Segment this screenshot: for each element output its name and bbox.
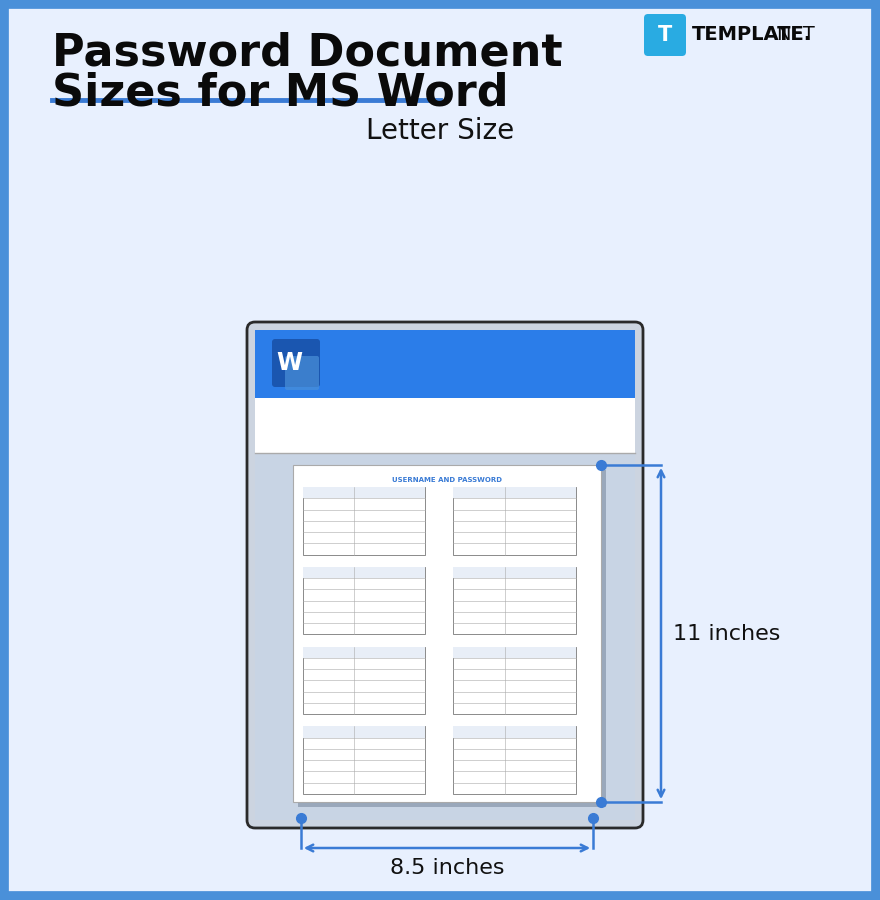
Bar: [453, 487, 576, 554]
Text: USERNAME AND PASSWORD: USERNAME AND PASSWORD: [392, 477, 502, 483]
Text: Letter Size: Letter Size: [366, 117, 514, 145]
Text: NET: NET: [776, 25, 815, 44]
Text: Password Document: Password Document: [52, 32, 562, 75]
FancyBboxPatch shape: [247, 322, 643, 828]
Bar: [303, 487, 425, 554]
Bar: [303, 646, 425, 715]
Bar: [255, 398, 635, 453]
Bar: [303, 726, 425, 794]
Bar: [453, 726, 576, 794]
Bar: [453, 646, 576, 658]
Bar: [453, 726, 576, 738]
Bar: [453, 487, 576, 499]
Text: TEMPLATE.: TEMPLATE.: [692, 25, 812, 44]
Bar: [303, 567, 425, 634]
Bar: [303, 726, 425, 738]
Bar: [453, 567, 576, 578]
Bar: [298, 470, 606, 807]
Text: T: T: [658, 25, 672, 45]
Bar: [293, 465, 601, 802]
Bar: [453, 567, 576, 634]
FancyBboxPatch shape: [4, 4, 876, 896]
FancyBboxPatch shape: [255, 330, 635, 398]
Text: 8.5 inches: 8.5 inches: [390, 858, 504, 878]
FancyBboxPatch shape: [644, 14, 686, 56]
Text: Sizes for MS Word: Sizes for MS Word: [52, 72, 509, 115]
Bar: [255, 453, 635, 820]
Bar: [255, 330, 635, 398]
Text: W: W: [276, 351, 302, 375]
Bar: [303, 487, 425, 499]
Bar: [303, 646, 425, 658]
Text: 11 inches: 11 inches: [673, 624, 781, 644]
Bar: [453, 646, 576, 715]
FancyBboxPatch shape: [285, 356, 319, 390]
FancyBboxPatch shape: [272, 339, 320, 387]
Bar: [303, 567, 425, 578]
